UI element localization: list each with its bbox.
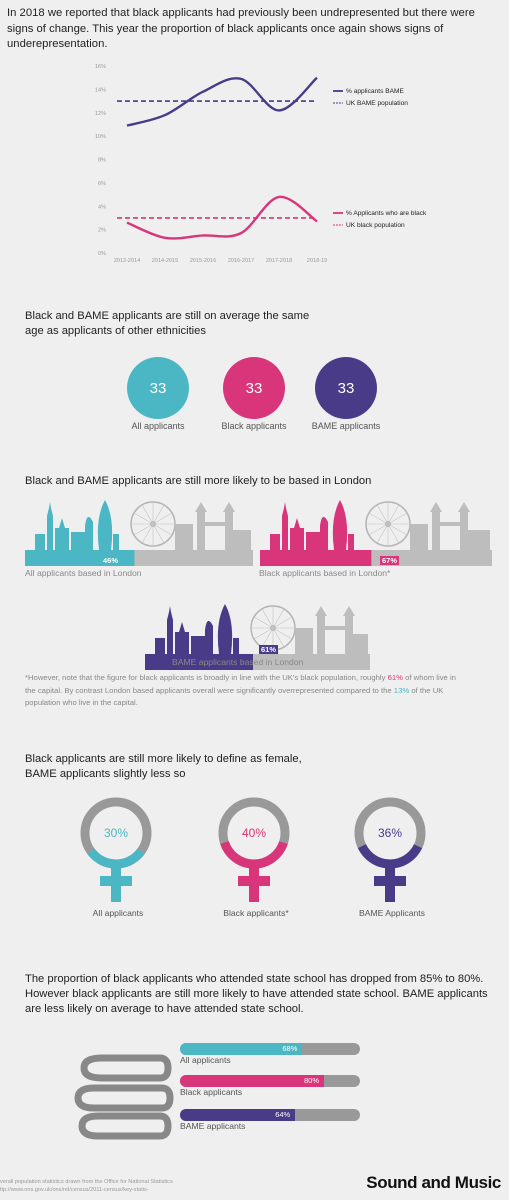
y-tick-label: 8% [98, 158, 106, 164]
london-label: All applicants based in London [25, 568, 142, 578]
gender-pct: 30% [103, 826, 129, 840]
school-bar-fill [180, 1043, 303, 1055]
gender-label: All applicants [92, 908, 144, 918]
line-chart: 0% 2% 4% 6% 8% 10% 12% 14% 16% 2013-2014 2014-201… [95, 64, 427, 264]
london-title: Black and BAME applicants are still more… [25, 475, 372, 487]
age-title: Black and BAME applicants are still on a… [25, 310, 310, 337]
age-circle: 33 [127, 357, 189, 419]
y-tick-label: 2% [98, 228, 106, 234]
london-label: BAME applicants based in London [172, 657, 304, 667]
x-tick-label: 2016-2017 [228, 258, 254, 264]
school-bar: 64% [180, 1109, 360, 1121]
legend-label: UK black population [346, 222, 405, 229]
footnote-pct-black: 61% [387, 673, 403, 682]
female-symbol-icon [218, 797, 290, 902]
female-symbol-icon [80, 797, 152, 902]
school-pct: 80% [304, 1076, 320, 1085]
intro-text: In 2018 we reported that black applicant… [7, 7, 475, 50]
school-bar: 80% [180, 1075, 360, 1087]
gender-title: Black applicants are still more likely t… [25, 753, 302, 780]
age-circle: 33 [315, 357, 377, 419]
age-label: All applicants [131, 421, 185, 431]
school-label: Black applicants [180, 1087, 243, 1097]
school-bar-fill [180, 1109, 296, 1121]
y-tick-label: 10% [95, 134, 106, 140]
y-tick-label: 14% [95, 87, 106, 93]
x-tick-label: 2013-2014 [114, 258, 140, 264]
x-tick-label: 2015-2016 [190, 258, 216, 264]
school-label: All applicants [180, 1055, 231, 1065]
london-skyline [145, 604, 370, 670]
london-footnote: *However, note that the figure for black… [25, 673, 456, 708]
london-label: Black applicants based in London* [259, 568, 391, 578]
london-pct: 61% [259, 645, 279, 654]
london-skyline [25, 500, 253, 566]
y-tick-label: 4% [98, 204, 106, 210]
books-icon [74, 1054, 174, 1140]
school-bar: 68% [180, 1043, 360, 1055]
legend-label: % Applicants who are black [346, 210, 427, 217]
brand-logo: Sound and Music [366, 1173, 501, 1192]
gender-pct: 36% [377, 826, 403, 840]
x-tick-label: 2018-19 [307, 258, 327, 264]
female-symbol-icon [354, 797, 426, 902]
series-line [126, 195, 318, 240]
london-skyline [260, 500, 492, 566]
series-line [126, 76, 318, 127]
london-pct: 67% [380, 556, 400, 565]
gender-symbols [80, 797, 426, 902]
y-tick-label: 6% [98, 181, 106, 187]
y-tick-label: 0% [98, 251, 106, 257]
x-tick-label: 2014-2015 [152, 258, 178, 264]
y-tick-label: 12% [95, 111, 106, 117]
london-skylines [25, 500, 492, 670]
legend-label: % applicants BAME [346, 88, 405, 95]
age-label: BAME applicants [311, 421, 381, 431]
source-note: verall population statistics drawn from … [0, 1179, 173, 1193]
school-label: BAME applicants [180, 1121, 246, 1131]
y-tick-label: 16% [95, 64, 106, 70]
school-title: The proportion of black applicants who a… [25, 973, 488, 1015]
school-pct: 68% [282, 1044, 298, 1053]
x-tick-label: 2017-2018 [266, 258, 292, 264]
gender-label: Black applicants* [223, 908, 289, 918]
legend-label: UK BAME population [346, 100, 408, 107]
gender-label: BAME Applicants [359, 908, 425, 918]
school-bar-fill [180, 1075, 324, 1087]
gender-pct: 40% [241, 826, 267, 840]
age-label: Black applicants [221, 421, 287, 431]
london-pct: 46% [101, 556, 121, 565]
age-circle: 33 [223, 357, 285, 419]
school-pct: 64% [275, 1110, 291, 1119]
footnote-pct-capital: 13% [393, 685, 410, 695]
